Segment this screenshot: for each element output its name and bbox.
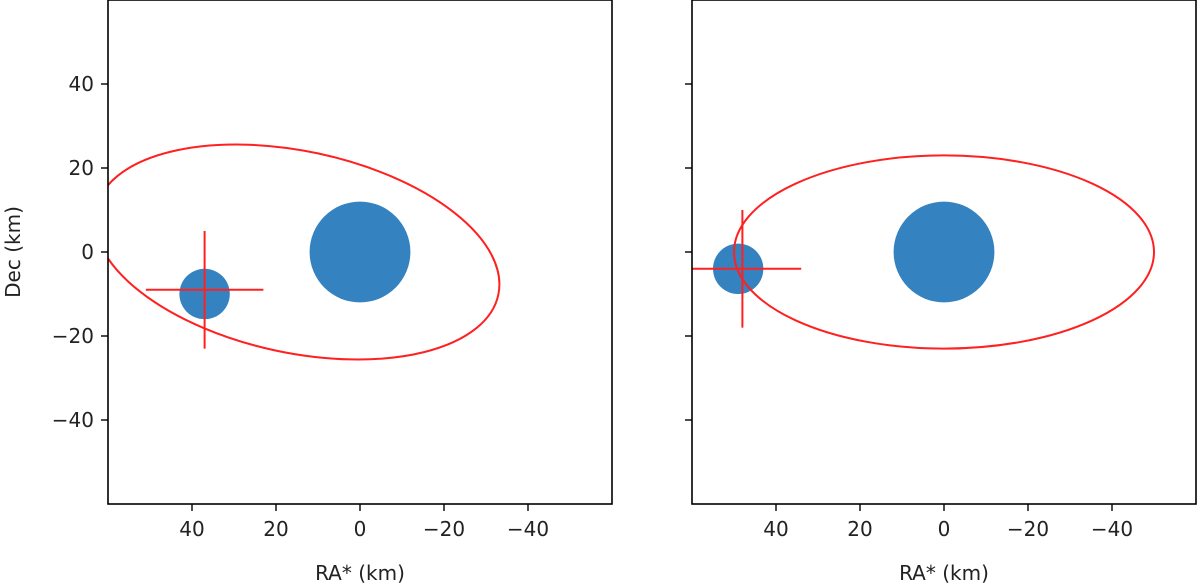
y-tick-label: 0 xyxy=(81,240,94,264)
x-tick-label: −40 xyxy=(1091,517,1133,541)
x-tick-label: 40 xyxy=(179,517,204,541)
x-tick-label: 20 xyxy=(847,517,872,541)
plot-area xyxy=(692,154,1155,350)
y-tick-label: 20 xyxy=(69,156,94,180)
x-tick-label: 20 xyxy=(263,517,288,541)
orbit-ellipse xyxy=(733,154,1155,350)
orbit-ellipse xyxy=(108,143,501,361)
primary-body xyxy=(309,201,411,303)
plot-area xyxy=(108,143,501,361)
y-tick-label: 40 xyxy=(69,72,94,96)
x-tick-label: 0 xyxy=(938,517,951,541)
x-tick-label: −40 xyxy=(507,517,549,541)
x-tick-label: −20 xyxy=(1007,517,1049,541)
x-tick-label: −20 xyxy=(423,517,465,541)
chart-panel-1: 40 20 0 −20 −40 40 20 0 −20 −40 RA* (km) Dec (km) xyxy=(1,0,613,585)
y-tick-label: −40 xyxy=(52,408,94,432)
x-tick-label: 40 xyxy=(763,517,788,541)
x-axis-label: RA* (km) xyxy=(899,561,989,585)
x-axis-label: RA* (km) xyxy=(315,561,405,585)
primary-body xyxy=(893,201,995,303)
chart-panel-2: 40 20 0 −20 −40 RA* (km) xyxy=(685,0,1197,585)
x-tick-label: 0 xyxy=(354,517,367,541)
y-axis-label: Dec (km) xyxy=(1,206,25,298)
y-tick-label: −20 xyxy=(52,324,94,348)
